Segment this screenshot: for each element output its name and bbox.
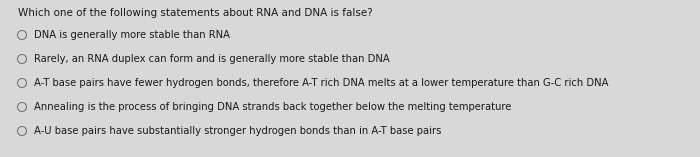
Text: A-U base pairs have substantially stronger hydrogen bonds than in A-T base pairs: A-U base pairs have substantially strong… [34, 126, 442, 136]
Text: Which one of the following statements about RNA and DNA is false?: Which one of the following statements ab… [18, 8, 372, 18]
Text: DNA is generally more stable than RNA: DNA is generally more stable than RNA [34, 30, 230, 40]
Text: A-T base pairs have fewer hydrogen bonds, therefore A-T rich DNA melts at a lowe: A-T base pairs have fewer hydrogen bonds… [34, 78, 608, 88]
Text: Rarely, an RNA duplex can form and is generally more stable than DNA: Rarely, an RNA duplex can form and is ge… [34, 54, 390, 64]
Text: Annealing is the process of bringing DNA strands back together below the melting: Annealing is the process of bringing DNA… [34, 102, 512, 112]
